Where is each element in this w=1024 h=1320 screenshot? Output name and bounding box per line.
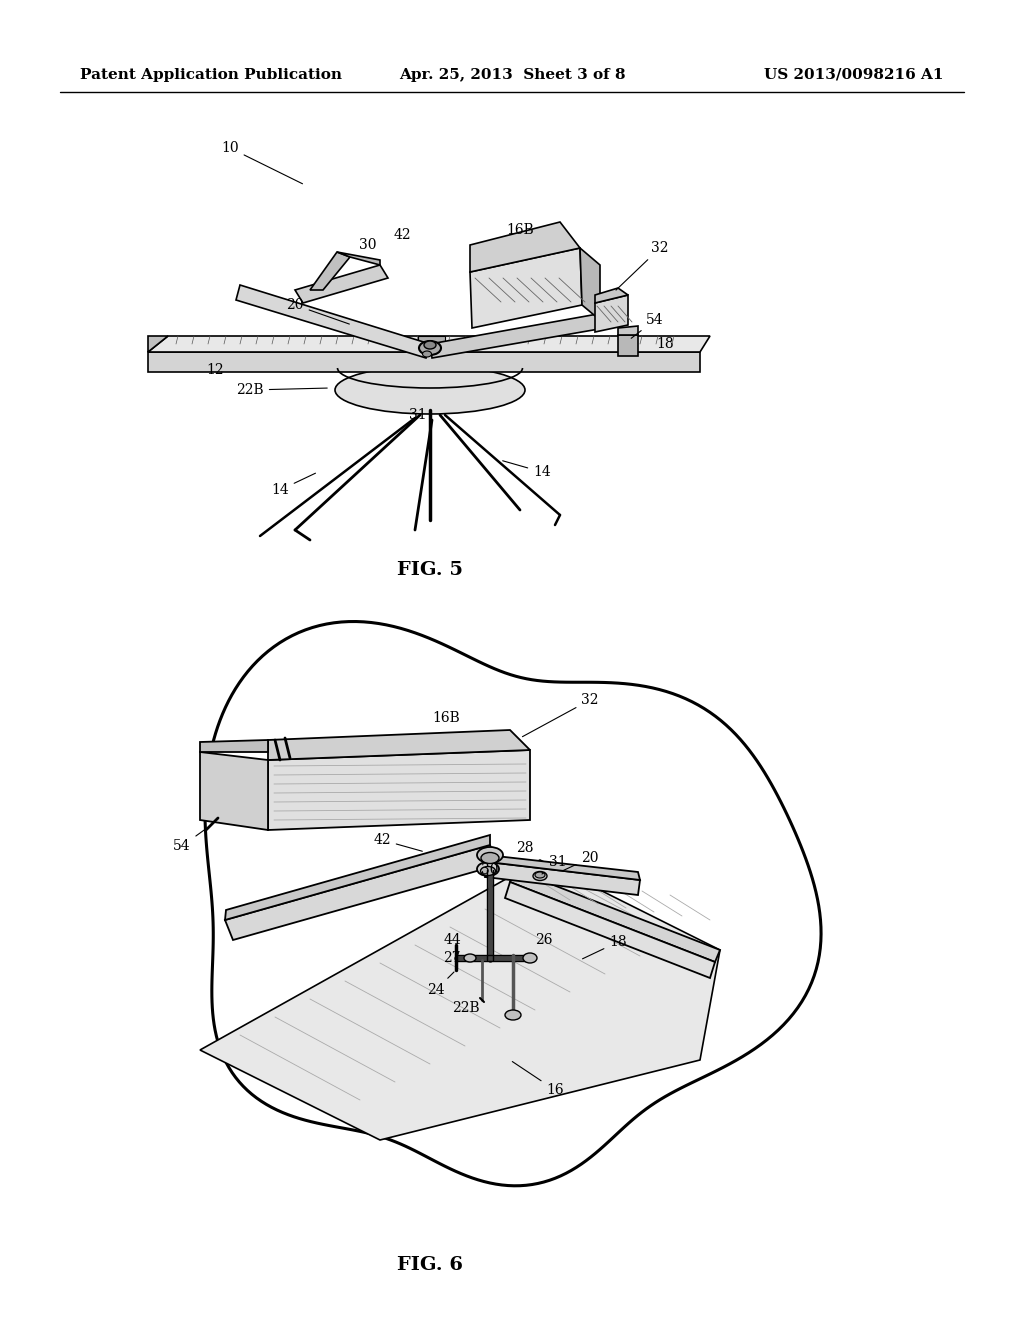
Text: FIG. 6: FIG. 6	[397, 1257, 463, 1274]
Polygon shape	[618, 335, 638, 356]
Text: 30: 30	[359, 238, 377, 252]
Polygon shape	[225, 845, 498, 940]
Text: 16: 16	[512, 1061, 564, 1097]
Ellipse shape	[477, 847, 503, 863]
Polygon shape	[470, 222, 580, 272]
Text: 31: 31	[410, 408, 427, 422]
Ellipse shape	[523, 953, 537, 964]
Text: 32: 32	[616, 242, 669, 290]
Ellipse shape	[481, 853, 499, 863]
Text: Patent Application Publication: Patent Application Publication	[80, 69, 342, 82]
Polygon shape	[418, 337, 445, 350]
Ellipse shape	[505, 1010, 521, 1020]
Ellipse shape	[423, 351, 431, 356]
Polygon shape	[337, 252, 380, 265]
Polygon shape	[148, 337, 710, 352]
Text: 24: 24	[427, 972, 454, 997]
Polygon shape	[505, 882, 715, 978]
Polygon shape	[487, 855, 640, 880]
Text: 20: 20	[287, 298, 349, 325]
Text: 32: 32	[522, 693, 599, 737]
Text: US 2013/0098216 A1: US 2013/0098216 A1	[765, 69, 944, 82]
Polygon shape	[595, 294, 628, 333]
Ellipse shape	[424, 341, 436, 348]
Text: 54: 54	[173, 830, 205, 853]
Text: 31: 31	[542, 855, 567, 874]
Text: 28: 28	[516, 841, 534, 855]
Text: 18: 18	[583, 935, 627, 958]
Text: 44: 44	[443, 933, 461, 946]
Polygon shape	[205, 622, 821, 1185]
Ellipse shape	[335, 366, 525, 414]
Text: 26: 26	[536, 933, 553, 946]
Polygon shape	[148, 337, 168, 352]
Text: Apr. 25, 2013  Sheet 3 of 8: Apr. 25, 2013 Sheet 3 of 8	[398, 69, 626, 82]
Polygon shape	[236, 285, 430, 358]
Ellipse shape	[464, 954, 476, 962]
Polygon shape	[580, 248, 600, 319]
Text: 16B: 16B	[432, 711, 460, 725]
Polygon shape	[470, 248, 582, 327]
Polygon shape	[310, 252, 350, 290]
Ellipse shape	[477, 862, 499, 876]
Polygon shape	[485, 862, 640, 895]
Ellipse shape	[534, 871, 547, 880]
Text: 30: 30	[481, 863, 499, 876]
Text: 18: 18	[656, 337, 674, 351]
Polygon shape	[618, 326, 638, 335]
Polygon shape	[595, 288, 628, 304]
Polygon shape	[430, 310, 622, 358]
Text: 10: 10	[221, 141, 302, 183]
Ellipse shape	[535, 873, 545, 878]
Text: FIG. 5: FIG. 5	[397, 561, 463, 579]
Polygon shape	[148, 352, 700, 372]
Polygon shape	[200, 752, 268, 830]
Ellipse shape	[480, 866, 496, 875]
Polygon shape	[295, 265, 388, 304]
Text: 42: 42	[393, 228, 411, 242]
Text: 22B: 22B	[237, 383, 328, 397]
Text: 42: 42	[373, 833, 422, 851]
Text: 16B: 16B	[506, 223, 534, 238]
Polygon shape	[268, 730, 530, 760]
Text: 20: 20	[562, 851, 599, 871]
Polygon shape	[200, 741, 268, 752]
Polygon shape	[200, 861, 720, 1140]
Text: 22B: 22B	[453, 1001, 480, 1015]
Ellipse shape	[419, 341, 441, 355]
Text: 12: 12	[206, 363, 224, 378]
Text: 54: 54	[631, 313, 664, 338]
Polygon shape	[268, 750, 530, 830]
Text: 14: 14	[503, 461, 551, 479]
Text: 27: 27	[443, 950, 461, 965]
Text: 14: 14	[271, 473, 315, 498]
Polygon shape	[510, 870, 720, 962]
Polygon shape	[225, 836, 490, 920]
